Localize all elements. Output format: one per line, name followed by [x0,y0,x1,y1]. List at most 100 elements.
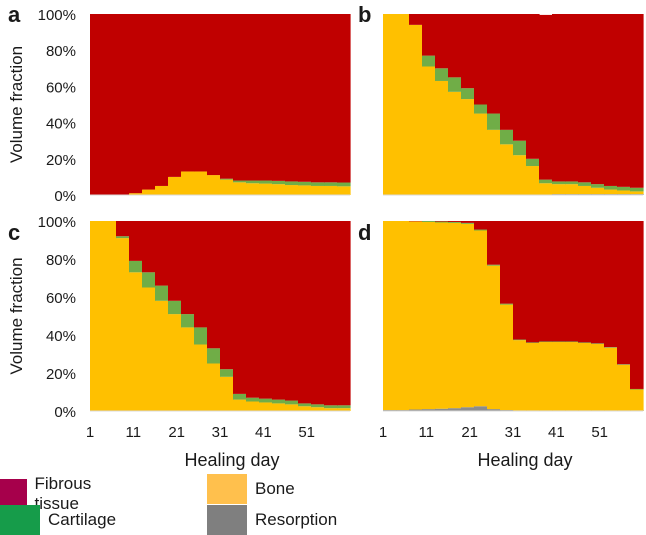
panel-b-cartilage-segment [565,181,579,185]
panel-b-cartilage-segment [604,185,618,190]
panel-d-cartilage-segment [526,342,540,343]
panel-c-fibrous-tissue-segment [337,221,351,406]
panel-c-x-tick-label: 51 [298,424,315,441]
panel-d-fibrous-tissue-segment [513,221,527,340]
panel-d-cartilage-segment [435,221,449,223]
panel-d-resorption-segment [409,409,423,411]
panel-d-cartilage-segment [630,388,644,390]
panel-d-bone-segment [448,222,462,409]
panel-a-bone-segment [129,193,143,195]
panel-b-bone-segment [500,144,514,195]
panel-c-x-tick-label: 31 [212,424,229,441]
panel-c-cartilage-segment [337,405,351,409]
panel-d-bone-segment [383,221,397,411]
panel-a-bone-segment [285,185,299,195]
panel-b-bone-segment [383,14,397,195]
panel-a-fibrous-tissue-segment [155,14,169,186]
panel-d-bone-segment [461,223,475,408]
panel-a-cartilage-segment [259,180,273,184]
panel-d-resorption-segment [474,406,488,411]
panel-b-fibrous-tissue-segment [513,14,527,141]
panel-c-cartilage-segment [220,369,234,377]
panel-b-fibrous-tissue-segment [591,14,605,185]
panel-a-y-tick-label: 0% [54,188,76,205]
panel-b-cartilage-segment [500,129,514,145]
panel-b-fibrous-tissue-segment [578,14,592,183]
legend-item-bone: Bone [207,474,295,504]
panel-c-y-tick-label: 60% [46,290,76,307]
panel-d-bone-segment [396,221,410,411]
panel-c-fibrous-tissue-segment [129,221,143,261]
panel-b-bone-segment [539,183,553,195]
panel-d-bone-segment [617,364,631,411]
panel-d-resorption-segment [422,409,436,411]
panel-d-x-tick-label: 41 [548,424,565,441]
panel-c-fibrous-tissue-segment [194,221,208,328]
panel-d-cartilage-segment [422,221,436,222]
panel-d-bone-segment [409,221,423,410]
panel-c-letter: c [8,220,20,245]
panel-d-fibrous-tissue-segment [461,221,475,223]
panel-c-bone-segment [259,402,273,411]
panel-a-cartilage-segment [324,182,338,186]
panel-c-cartilage-segment [155,285,169,301]
panel-b-fibrous-tissue-segment [435,14,449,69]
panel-d-bone-segment [513,340,527,411]
panel-c-bone-segment [337,408,351,411]
panel-a-bone-segment [324,185,338,195]
panel-a-bone-segment [207,175,221,195]
panel-a-y-tick-label: 60% [46,79,76,96]
panel-c-y-tick-label: 20% [46,366,76,383]
panel-c-fibrous-tissue-segment [233,221,247,394]
panel-d-cartilage-segment [513,339,527,341]
panel-d-fibrous-tissue-segment [474,221,488,230]
panel-a-fibrous-tissue-segment [207,14,221,176]
panel-a-fibrous-tissue-segment [220,14,234,179]
panel-a-bone-segment [142,189,156,195]
panel-b-fibrous-tissue-segment [448,14,462,78]
panel-c-fibrous-tissue-segment [324,221,338,406]
panel-b-fibrous-tissue-segment [487,14,501,114]
panel-b-bone-segment [513,155,527,195]
panel-c-bone-segment [220,376,234,411]
panel-d-cartilage-segment [461,222,475,224]
panel-c-bone-segment [142,287,156,411]
panel-c-cartilage-segment [285,400,299,405]
panel-c-bone-segment [90,221,104,411]
panel-b-bone-segment [565,184,579,195]
panel-a-fibrous-tissue-segment [90,14,104,195]
panel-c-bone-segment [103,221,117,411]
panel-d-resorption-segment [435,408,449,411]
panel-d-bone-segment [565,342,579,411]
panel-a-cartilage-segment [272,180,286,185]
panel-b-cartilage-segment [539,179,553,184]
panel-d-bone-segment [552,342,566,411]
panel-a-cartilage-segment [311,182,325,186]
panel-c-y-axis-title: Volume fraction [7,257,26,374]
panel-d-cartilage-segment [591,343,605,344]
panel-c-cartilage-segment [129,260,143,273]
panel-c-cartilage-segment [298,403,312,407]
panel-b-bone-segment [396,14,410,195]
panel-a-cartilage-segment [220,178,234,180]
panel-a-bone-segment [311,185,325,195]
panel-a-bone-segment [337,186,351,195]
panel-a-cartilage-segment [233,180,247,183]
panel-d-cartilage-segment [604,347,618,348]
panel-b-bone-segment [591,187,605,195]
panel-c-cartilage-segment [311,404,325,408]
panel-a-fibrous-tissue-segment [259,14,273,181]
panel-a-cartilage-segment [337,182,351,187]
panel-a-fibrous-tissue-segment [337,14,351,183]
panel-a-fibrous-tissue-segment [142,14,156,190]
panel-c-fibrous-tissue-segment [207,221,221,349]
legend-swatch-fibrous [0,479,27,509]
panel-d-fibrous-tissue-segment [565,221,579,342]
panel-d-x-tick-label: 1 [379,424,387,441]
panel-a-y-axis-title: Volume fraction [7,46,26,163]
panel-c-x-tick-label: 21 [168,424,185,441]
panel-c-x-tick-label: 11 [126,424,142,441]
panel-d-bone-segment [604,347,618,411]
panel-d-bone-segment [500,304,514,411]
